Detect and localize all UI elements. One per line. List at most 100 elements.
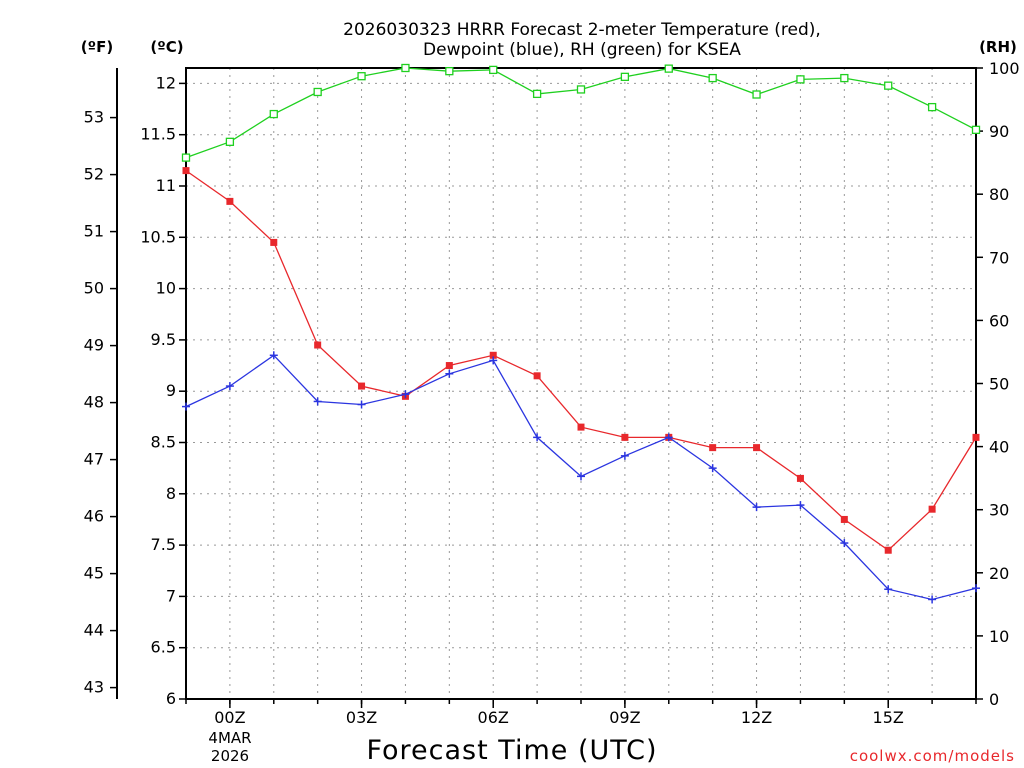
- temperature-line: [185, 170, 977, 552]
- celsius-tick-label: 10: [156, 279, 176, 298]
- temperature-point: [709, 444, 717, 452]
- celsius-tick-label: 9: [166, 381, 176, 400]
- celsius-tick-label: 6.5: [151, 638, 176, 657]
- celsius-tick-label: 8: [166, 484, 176, 503]
- rh-point: [752, 90, 761, 99]
- x-tick-label: 00Z: [214, 708, 245, 727]
- celsius-tick-label: 12: [156, 73, 176, 92]
- dewpoint-point: [664, 433, 673, 442]
- rh-point: [269, 109, 278, 119]
- celsius-unit-label: (ºC): [150, 38, 183, 56]
- x-tick-label: 09Z: [609, 708, 640, 727]
- rh-point: [796, 75, 805, 84]
- temperature-point: [753, 444, 761, 452]
- rh-point: [357, 72, 366, 81]
- fahrenheit-tick-label: 48: [84, 393, 104, 412]
- x-tick-label: 12Z: [741, 708, 772, 727]
- x-tick-label: 03Z: [346, 708, 377, 727]
- x-axis-title: Forecast Time (UTC): [366, 735, 657, 766]
- rh-tick-label: 70: [989, 248, 1009, 267]
- dewpoint-point: [840, 539, 849, 548]
- rh-point: [927, 102, 937, 112]
- rh-line: [185, 67, 977, 159]
- temperature-point: [621, 433, 629, 441]
- rh-point: [489, 65, 498, 75]
- temperature-point: [314, 341, 322, 349]
- rh-point: [532, 89, 542, 99]
- celsius-tick-label: 8.5: [151, 432, 176, 451]
- rh-tick-label: 60: [989, 311, 1009, 330]
- celsius-tick-label: 9.5: [151, 330, 176, 349]
- rh-unit-label: (RH): [979, 38, 1017, 56]
- rh-point: [664, 64, 673, 73]
- rh-tick-label: 80: [989, 185, 1009, 204]
- date-label-day: 4MAR: [208, 729, 251, 747]
- source-credit: coolwx.com/models: [850, 747, 1015, 765]
- temperature-point: [840, 515, 848, 523]
- temperature-point: [533, 372, 541, 380]
- x-tick-label: 15Z: [873, 708, 904, 727]
- rh-point: [445, 67, 454, 76]
- fahrenheit-tick-label: 46: [84, 507, 104, 526]
- data-series: [181, 63, 981, 604]
- rh-tick-label: 0: [989, 690, 999, 709]
- dewpoint-point: [972, 584, 980, 593]
- dewpoint-point: [928, 595, 937, 604]
- celsius-tick-label: 10.5: [140, 227, 176, 246]
- fahrenheit-unit-label: (ºF): [81, 38, 113, 56]
- tick-labels: 6 6.5 7 7.5 8 8.5 9 9.5 10 10.5 11 11.5 12 43 44 45 46 47…: [84, 59, 1020, 727]
- fahrenheit-tick-label: 45: [84, 564, 104, 583]
- rh-point: [884, 81, 893, 90]
- temperature-point: [928, 505, 936, 513]
- dewpoint-point: [752, 503, 761, 512]
- fahrenheit-tick-label: 53: [84, 108, 104, 127]
- dewpoint-point: [533, 433, 542, 442]
- fahrenheit-tick-label: 47: [84, 450, 104, 469]
- dewpoint-point: [577, 472, 585, 481]
- dewpoint-point: [708, 464, 717, 473]
- rh-point: [401, 63, 410, 73]
- dewpoint-point: [489, 356, 498, 365]
- rh-tick-label: 90: [989, 122, 1009, 141]
- fahrenheit-tick-label: 49: [84, 336, 104, 355]
- x-tick-label: 06Z: [478, 708, 509, 727]
- dewpoint-point: [796, 501, 805, 510]
- fahrenheit-tick-label: 52: [84, 165, 104, 184]
- fahrenheit-tick-label: 43: [84, 678, 104, 697]
- fahrenheit-tick-label: 51: [84, 222, 104, 241]
- temperature-point: [270, 238, 278, 246]
- dewpoint-point: [445, 369, 454, 378]
- celsius-tick-label: 7.5: [151, 535, 176, 554]
- rh-tick-label: 50: [989, 375, 1009, 394]
- fahrenheit-tick-label: 50: [84, 279, 104, 298]
- date-label-year: 2026: [211, 747, 249, 765]
- temperature-point: [796, 474, 804, 482]
- dewpoint-point: [401, 390, 410, 399]
- dewpoint-point: [269, 351, 278, 360]
- dewpoint-point: [225, 382, 234, 391]
- temperature-point: [577, 423, 585, 431]
- rh-tick-label: 10: [989, 627, 1009, 646]
- dewpoint-point: [620, 451, 629, 460]
- temperature-point: [884, 546, 892, 554]
- chart-title-line1: 2026030323 HRRR Forecast 2-meter Tempera…: [343, 20, 821, 40]
- rh-point: [313, 87, 322, 97]
- fahrenheit-tick-label: 44: [84, 621, 104, 640]
- rh-point: [576, 85, 586, 94]
- chart-title-line2: Dewpoint (blue), RH (green) for KSEA: [423, 40, 741, 60]
- rh-point: [620, 72, 630, 81]
- temperature-point: [489, 351, 497, 359]
- rh-point: [708, 73, 717, 83]
- axes: [116, 67, 977, 700]
- temperature-point: [226, 197, 234, 205]
- gridlines: [186, 68, 976, 700]
- temperature-point: [972, 433, 980, 441]
- celsius-tick-label: 11.5: [140, 125, 176, 144]
- rh-point: [225, 137, 235, 146]
- dewpoint-point: [313, 397, 322, 406]
- rh-tick-label: 100: [989, 59, 1020, 78]
- dewpoint-point: [182, 402, 190, 411]
- rh-point: [840, 73, 849, 83]
- celsius-tick-label: 7: [166, 586, 176, 605]
